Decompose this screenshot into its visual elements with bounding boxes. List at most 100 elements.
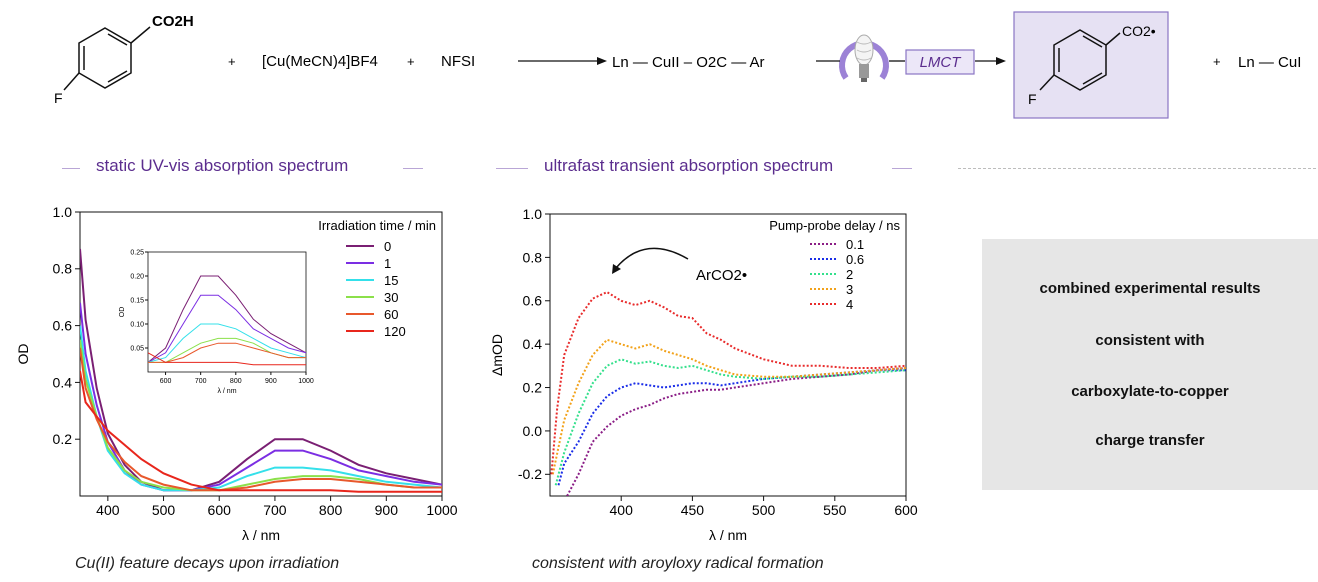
uvvis-legend-label-0: 0 [384, 239, 391, 254]
middle-caption: consistent with aroyloxy radical formati… [532, 555, 824, 572]
uvvis-legend-label-120: 120 [384, 324, 406, 339]
copper-salt-label: [Cu(MeCN)4]BF4 [262, 53, 378, 70]
transient-legend-label-2: 2 [846, 267, 853, 282]
lmct-box [905, 49, 975, 75]
uvvis-legend-label-60: 60 [384, 307, 398, 322]
radical-product-box [1013, 11, 1169, 119]
lmct-label: LMCT [920, 54, 963, 71]
inset-y-tick-label: 0.05 [130, 346, 144, 353]
x-axis-label: λ / nm [242, 527, 280, 543]
uvvis-series-0 [80, 248, 442, 492]
left-section-title: static UV-vis absorption spectrum [96, 156, 349, 175]
transient-series-group [550, 290, 906, 496]
left-caption: Cu(II) feature decays upon irradiation [75, 555, 340, 572]
inset-x-axis-label: λ / nm [217, 388, 236, 395]
middle-title-rule-right [892, 168, 912, 169]
reactant-benzene-ring [63, 26, 151, 91]
x-tick-label: 900 [375, 502, 399, 518]
x-tick-label: 500 [752, 502, 776, 518]
inset-x-tick-label: 800 [230, 378, 242, 385]
y-tick-label: 1.0 [53, 204, 73, 220]
inset-series-1 [148, 294, 306, 363]
x-tick-label: 400 [610, 502, 634, 518]
transient-chart: 400 450 500 550 600 -0.2 0.0 0.2 0.4 0.6 0.8 1.0 λ /… [489, 206, 918, 543]
curved-arrow [615, 247, 689, 269]
y-tick-label: 0.8 [53, 261, 73, 277]
left-title-rule-left [62, 168, 80, 169]
plus-sign-1: + [228, 54, 236, 69]
transient-series-2 [554, 358, 906, 486]
inset-x-tick-label: 600 [160, 378, 172, 385]
product-benzene-ring [1039, 29, 1121, 91]
inset-x-tick-label: 900 [265, 378, 277, 385]
right-section-divider [958, 168, 1316, 169]
transient-legend-label-3: 3 [846, 282, 853, 297]
y-axis-label: OD [15, 344, 31, 365]
inset-x-tick-label: 1000 [298, 378, 314, 385]
conclusion-box: combined experimental results consistent… [982, 239, 1318, 490]
x-tick-label: 1000 [426, 502, 457, 518]
plus-sign-2: + [407, 54, 415, 69]
transient-series-4 [550, 290, 906, 475]
y-tick-label: 0.4 [523, 336, 543, 352]
y-tick-label: 0.4 [53, 374, 73, 390]
radical-annotation: ArCO2• [696, 267, 747, 284]
transient-legend-label-0.6: 0.6 [846, 252, 864, 267]
conclusion-line-4: charge transfer [1095, 432, 1205, 449]
copper-i-product: Ln — CuI [1238, 54, 1301, 71]
reaction-scheme: CO2H F + [Cu(MeCN)4]BF4 + NFSI Ln — CuII… [54, 11, 1301, 119]
y-tick-label: 1.0 [523, 206, 543, 222]
nfsi-label: NFSI [441, 53, 475, 70]
inset-y-tick-label: 0.10 [130, 322, 144, 329]
middle-section-title: ultrafast transient absorption spectrum [544, 156, 834, 175]
inset-background [148, 252, 306, 372]
transient-legend-label-4: 4 [846, 297, 853, 312]
conclusion-line-2: consistent with [1095, 332, 1205, 349]
uvvis-series-120 [80, 370, 442, 493]
radical-label: CO2• [1122, 23, 1156, 39]
lmct-arrow [975, 57, 1006, 65]
y-tick-label: 0.2 [523, 379, 543, 395]
plot-frame [549, 213, 907, 497]
light-bulb-icon [839, 34, 889, 82]
x-tick-label: 600 [894, 502, 918, 518]
x-tick-label: 400 [96, 502, 120, 518]
conclusion-line-3: carboxylate-to-copper [1071, 383, 1229, 400]
y-tick-label: 0.2 [53, 431, 73, 447]
left-title-rule-right [403, 168, 423, 169]
inset-y-tick-label: 0.20 [130, 274, 144, 281]
uvvis-legend-label-15: 15 [384, 273, 398, 288]
y-tick-label: 0.0 [523, 423, 543, 439]
y-tick-label: -0.2 [518, 466, 542, 482]
transient-series-0.1 [566, 367, 906, 496]
inset-series-120 [148, 352, 306, 366]
uvvis-series-group [80, 248, 442, 493]
transient-series-3 [551, 338, 906, 475]
product-fluoro-label: F [1028, 91, 1037, 107]
y-tick-label: 0.6 [523, 293, 543, 309]
reactant-acid-label: CO2H [152, 13, 194, 30]
inset-series-group [148, 275, 306, 366]
transient-legend-label-0.1: 0.1 [846, 237, 864, 252]
inset-y-tick-label: 0.15 [130, 298, 144, 305]
inset-y-axis-label: OD [119, 307, 126, 318]
middle-title-rule-left [496, 168, 528, 169]
inset-series-0 [148, 275, 306, 363]
transient-series-0.6 [557, 369, 906, 486]
x-tick-label: 800 [319, 502, 343, 518]
uvvis-legend-label-30: 30 [384, 290, 398, 305]
inset-x-tick-label: 700 [195, 378, 207, 385]
transient-legend-title: Pump-probe delay / ns [769, 218, 900, 233]
reaction-arrow [518, 57, 607, 65]
y-tick-label: 0.6 [53, 318, 73, 334]
x-tick-label: 550 [823, 502, 847, 518]
inset-series-60 [148, 342, 306, 363]
plus-sign-3: + [1213, 54, 1221, 69]
conclusion-line-1: combined experimental results [1039, 280, 1261, 297]
x-axis-label: λ / nm [709, 527, 747, 543]
inset-frame [147, 251, 307, 373]
x-tick-label: 600 [208, 502, 232, 518]
y-axis-label: ΔmOD [489, 334, 505, 376]
reactant-fluoro-label: F [54, 90, 63, 106]
